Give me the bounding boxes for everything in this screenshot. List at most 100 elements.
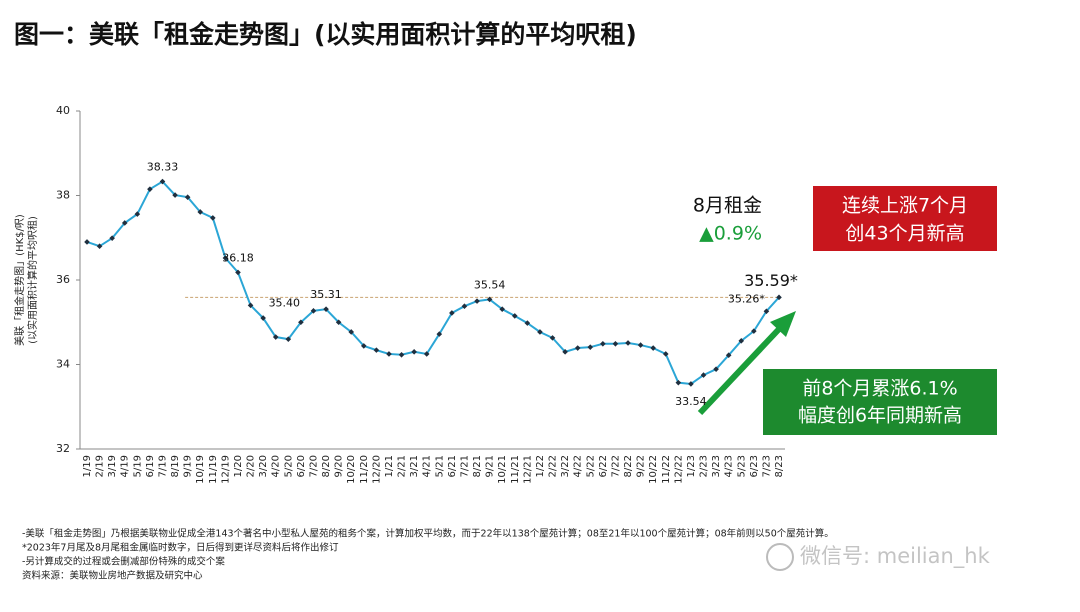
data-point: [612, 340, 619, 347]
x-tick-label: 6/19: [145, 455, 156, 477]
x-tick-label: 5/19: [132, 455, 143, 477]
x-tick-label: 6/23: [749, 455, 760, 477]
y-tick-label: 38: [56, 189, 70, 202]
data-point: [738, 338, 745, 344]
data-label: 38.33: [147, 161, 179, 174]
x-tick-label: 12/21: [522, 455, 533, 484]
x-tick-label: 5/22: [585, 455, 596, 477]
trend-arrow-head: [770, 311, 796, 337]
x-tick-label: 7/22: [610, 455, 621, 477]
data-point: [398, 351, 405, 358]
data-point: [285, 336, 292, 342]
x-tick-label: 7/23: [761, 455, 772, 477]
y-tick-label: 36: [56, 273, 70, 286]
x-tick-label: 1/22: [535, 455, 546, 477]
page-title: 图一：美联「租金走势图」(以实用面积计算的平均呎租): [14, 20, 637, 49]
x-tick-label: 2/19: [95, 455, 106, 477]
x-tick-label: 8/19: [170, 455, 181, 477]
x-tick-label: 12/22: [673, 455, 684, 484]
x-tick-label: 11/22: [661, 455, 672, 484]
data-point: [549, 335, 556, 341]
green-box: [763, 369, 997, 435]
data-point: [562, 349, 568, 355]
x-tick-label: 3/19: [107, 455, 118, 477]
data-point: [574, 345, 581, 351]
x-tick-label: 12/20: [371, 455, 382, 484]
data-point: [537, 329, 543, 335]
x-tick-label: 10/20: [346, 455, 357, 484]
x-tick-label: 6/22: [598, 455, 609, 477]
x-tick-label: 4/20: [271, 455, 282, 477]
data-point: [763, 308, 770, 315]
data-point: [373, 347, 380, 353]
x-tick-label: 4/22: [573, 455, 584, 477]
x-tick-label: 1/23: [686, 455, 697, 477]
y-tick-label: 34: [56, 358, 70, 371]
x-tick-label: 2/23: [699, 455, 710, 477]
x-tick-label: 10/22: [648, 455, 659, 484]
x-tick-label: 2/22: [548, 455, 559, 477]
data-label: 35.31: [310, 288, 342, 301]
x-tick-label: 5/21: [434, 455, 445, 477]
data-point: [272, 334, 279, 340]
data-point: [776, 294, 782, 301]
x-tick-label: 7/20: [308, 455, 319, 477]
watermark-icon: [766, 543, 794, 571]
x-tick-label: 8/21: [472, 455, 483, 477]
data-point: [662, 351, 669, 357]
data-point: [499, 306, 505, 312]
data-point: [423, 351, 430, 357]
red-box-text: 连续上涨7个月: [842, 195, 968, 217]
red-box-text: 创43个月新高: [845, 223, 964, 245]
watermark: 微信号: meilian_hk: [800, 544, 991, 569]
x-tick-label: 4/21: [422, 455, 433, 477]
data-point: [386, 351, 392, 357]
data-point: [461, 303, 468, 309]
x-tick-label: 10/19: [195, 455, 206, 484]
data-point: [323, 306, 329, 312]
x-tick-label: 7/21: [459, 455, 470, 477]
footnote: -美联「租金走势图」乃根据美联物业促成全港143个著名中小型私人屋苑的租务个案，…: [22, 528, 834, 540]
data-point: [700, 372, 707, 378]
data-point: [222, 255, 229, 261]
x-tick-label: 5/20: [283, 455, 294, 477]
x-tick-label: 6/20: [296, 455, 307, 477]
data-point: [486, 296, 493, 303]
y-axis-label: (以实用面积计算的平均呎租): [26, 216, 39, 344]
data-point: [725, 352, 732, 359]
data-point: [713, 366, 719, 372]
data-point: [511, 313, 518, 319]
x-tick-label: 12/19: [220, 455, 231, 484]
x-tick-label: 4/23: [724, 455, 735, 477]
data-point: [247, 302, 254, 309]
data-point: [84, 239, 90, 245]
data-point: [197, 209, 204, 215]
x-tick-label: 5/23: [736, 455, 747, 477]
x-tick-label: 2/20: [246, 455, 257, 477]
data-point: [147, 186, 153, 192]
data-point: [637, 342, 644, 348]
x-tick-label: 9/19: [183, 455, 194, 477]
x-tick-label: 7/19: [157, 455, 168, 477]
data-point: [625, 340, 631, 346]
x-tick-label: 3/20: [258, 455, 269, 477]
red-box: [813, 186, 997, 251]
data-point: [159, 178, 166, 185]
data-label: 35.40: [269, 296, 301, 309]
data-point: [587, 344, 594, 350]
data-point: [751, 328, 757, 334]
callout-title: 8月租金: [693, 195, 762, 217]
data-point: [260, 315, 266, 321]
x-tick-label: 3/23: [711, 455, 722, 477]
x-tick-label: 3/21: [409, 455, 420, 477]
x-tick-label: 1/20: [233, 455, 244, 477]
data-label: 35.54: [474, 278, 506, 291]
data-point: [361, 343, 367, 349]
x-tick-label: 8/23: [774, 455, 785, 477]
data-point: [474, 298, 480, 304]
x-tick-label: 2/21: [397, 455, 408, 477]
data-point: [235, 269, 241, 276]
y-tick-label: 32: [56, 442, 70, 455]
